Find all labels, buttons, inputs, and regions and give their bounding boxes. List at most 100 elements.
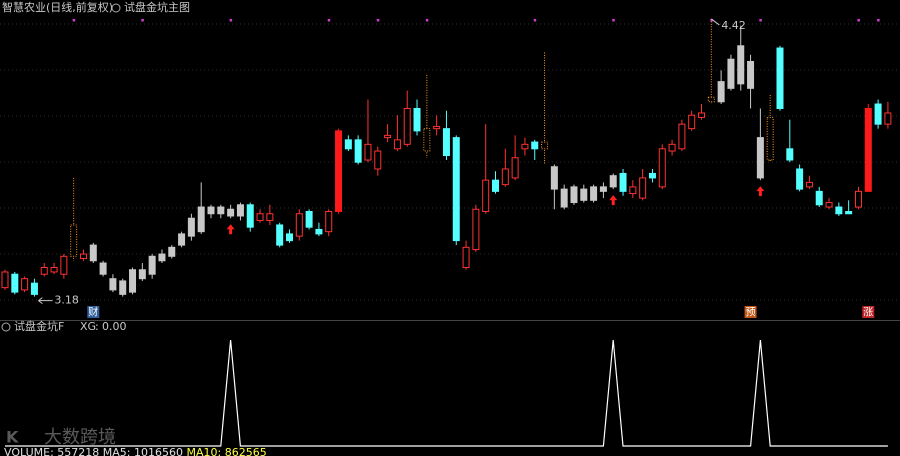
candle-body bbox=[580, 188, 588, 201]
candle-body bbox=[1, 271, 9, 289]
chart-subtitle: 试盘金坑主图 bbox=[124, 0, 190, 14]
candle-body bbox=[325, 211, 333, 233]
low-pointer bbox=[38, 297, 53, 305]
footer: VOLUME: 557218 MA5: 1016560 MA10: 862565 bbox=[4, 446, 267, 456]
candle-body bbox=[207, 206, 215, 215]
candle-body bbox=[99, 262, 107, 275]
candle-body bbox=[295, 213, 303, 237]
candle-body bbox=[442, 128, 450, 157]
candle-body bbox=[236, 204, 244, 217]
candle-body bbox=[129, 269, 137, 293]
candle-body bbox=[521, 143, 529, 150]
footer-name: MA10 bbox=[186, 446, 217, 456]
candle-body bbox=[168, 246, 176, 257]
candle-body bbox=[452, 137, 460, 242]
candle-body bbox=[344, 139, 352, 150]
candle-body bbox=[501, 168, 509, 186]
signal-dot bbox=[759, 19, 762, 22]
candle-body bbox=[766, 116, 774, 161]
candle-body bbox=[305, 211, 313, 228]
indicator-value: 0.00 bbox=[102, 320, 127, 333]
event-badge bbox=[87, 306, 100, 318]
candle-body bbox=[403, 107, 411, 145]
indicator-colon: : bbox=[95, 320, 99, 333]
signal-dot bbox=[141, 19, 144, 22]
candle-body bbox=[70, 224, 78, 257]
signal-dot bbox=[327, 19, 331, 22]
indicator-title: 试盘金坑F bbox=[14, 319, 64, 333]
candle-body bbox=[825, 202, 833, 208]
event-badge bbox=[862, 306, 875, 318]
candle-body bbox=[482, 179, 490, 213]
candle-body bbox=[835, 206, 843, 215]
candle-body bbox=[60, 255, 68, 275]
candle-body bbox=[364, 143, 372, 161]
candle-body bbox=[187, 217, 195, 237]
candle-body bbox=[40, 266, 48, 275]
signal-dot bbox=[72, 19, 76, 22]
candle-body bbox=[374, 150, 382, 170]
candle-body bbox=[688, 114, 696, 130]
signal-arrow bbox=[226, 224, 235, 235]
event-label: 预 bbox=[746, 307, 756, 319]
chart-title: 智慧农业(日线,前复权) bbox=[2, 0, 113, 14]
watermark-logo: K bbox=[6, 428, 19, 447]
signal-dot bbox=[425, 19, 429, 22]
grid bbox=[0, 23, 900, 301]
footer-colon: : bbox=[218, 446, 225, 456]
candle-body bbox=[413, 107, 421, 132]
candle-body bbox=[433, 125, 441, 130]
candle-body bbox=[109, 278, 117, 291]
footer-name: MA5 bbox=[103, 446, 127, 456]
candle-body bbox=[30, 282, 38, 295]
indicator-name: XG bbox=[80, 320, 96, 333]
signal-dot bbox=[229, 19, 233, 22]
candle-body bbox=[511, 157, 519, 179]
signal-arrow bbox=[756, 186, 765, 197]
signal-dot bbox=[376, 19, 380, 22]
candle-body bbox=[668, 143, 676, 152]
candle-body bbox=[717, 81, 725, 103]
candle-body bbox=[384, 134, 392, 139]
candle-body bbox=[158, 253, 166, 262]
candle-body bbox=[354, 139, 362, 163]
candle-body bbox=[89, 244, 97, 262]
candle-body bbox=[658, 148, 666, 188]
candle-body bbox=[786, 148, 794, 161]
candle-body bbox=[550, 166, 558, 190]
candle-body bbox=[845, 211, 853, 215]
candle-body bbox=[246, 204, 254, 228]
candle-body bbox=[864, 107, 872, 192]
candle-body bbox=[335, 130, 343, 213]
candle-body bbox=[599, 186, 607, 192]
candle-body bbox=[678, 123, 686, 150]
candle-body bbox=[737, 45, 745, 85]
icon bbox=[1, 322, 11, 332]
indicator-line bbox=[5, 339, 888, 447]
candle-body bbox=[492, 179, 499, 192]
candle-body bbox=[590, 186, 598, 201]
event-label: 涨 bbox=[863, 307, 873, 319]
candle-body bbox=[874, 103, 882, 125]
candle-body bbox=[698, 112, 706, 118]
watermark: 大数跨境 bbox=[44, 427, 116, 448]
candle-body bbox=[805, 181, 813, 188]
low-label: 3.18 bbox=[54, 294, 79, 307]
candle-body bbox=[796, 168, 804, 190]
footer-value: 557218 bbox=[57, 446, 99, 456]
candle-body bbox=[541, 141, 549, 150]
icon bbox=[111, 3, 121, 13]
high-pointer bbox=[711, 18, 720, 26]
high-label: 4.42 bbox=[721, 19, 746, 32]
signal-dot bbox=[612, 19, 615, 22]
candle-body bbox=[423, 128, 431, 152]
candle-body bbox=[50, 266, 58, 273]
candle-body bbox=[884, 112, 892, 125]
candle-body bbox=[119, 280, 127, 295]
candle-body bbox=[11, 273, 19, 293]
candle-body bbox=[178, 233, 186, 246]
candle-body bbox=[531, 141, 539, 150]
candle-body bbox=[560, 188, 568, 208]
signal-dot bbox=[877, 19, 880, 22]
candle-body bbox=[256, 213, 264, 221]
